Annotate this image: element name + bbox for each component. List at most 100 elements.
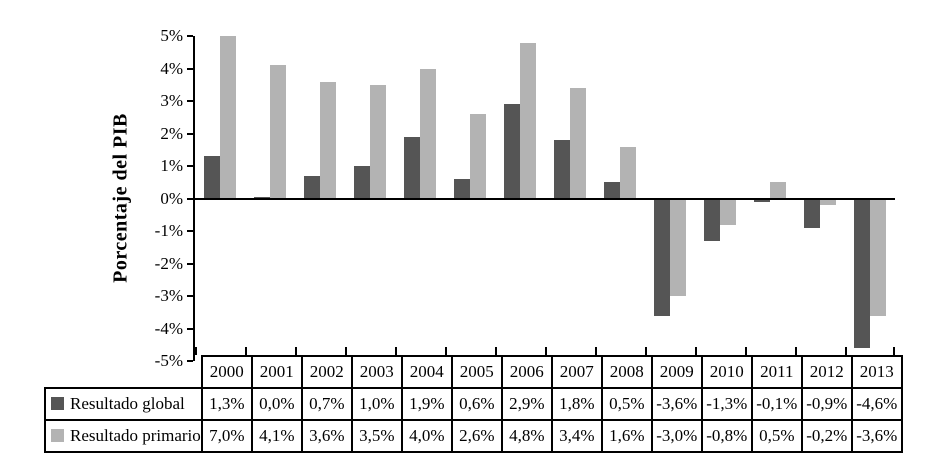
series-name: Resultado global: [70, 394, 185, 413]
bar-resultado-primario-2013: [870, 198, 886, 316]
year-cell: 2013: [850, 355, 903, 389]
y-axis-tick: [187, 100, 193, 102]
value-cell: 4,0%: [400, 419, 453, 453]
x-axis-tick: [295, 347, 297, 355]
x-axis-tick: [845, 347, 847, 355]
value-cell: 2,6%: [450, 419, 503, 453]
x-axis-tick: [695, 347, 697, 355]
y-axis-label: -1%: [154, 221, 183, 240]
value-cell: -0,8%: [700, 419, 753, 453]
bar-resultado-primario-2003: [370, 84, 386, 199]
value-cell: -3,6%: [650, 387, 703, 421]
y-axis-label: 3%: [160, 91, 183, 110]
legend-key-global: [51, 397, 64, 410]
year-cell: 2010: [700, 355, 753, 389]
year-cell: 2001: [250, 355, 303, 389]
bar-resultado-primario-2009: [670, 198, 686, 296]
x-axis-tick: [645, 347, 647, 355]
y-axis-tick: [187, 197, 193, 200]
value-cell: 1,9%: [400, 387, 453, 421]
series-name: Resultado primario: [70, 426, 201, 445]
bar-resultado-primario-2007: [570, 88, 586, 199]
bar-resultado-global-2013: [854, 198, 870, 348]
y-axis-tick: [187, 230, 193, 232]
value-cell: 0,0%: [250, 387, 303, 421]
x-axis-tick: [595, 347, 597, 355]
x-axis-tick: [245, 347, 247, 355]
series-label-cell: Resultado global: [44, 387, 203, 421]
y-axis-label: -5%: [154, 351, 183, 370]
x-axis-tick: [893, 347, 895, 355]
bar-resultado-primario-2001: [270, 65, 286, 199]
value-cell: 2,9%: [500, 387, 553, 421]
y-axis-label: 2%: [160, 123, 183, 143]
x-axis-tick: [445, 347, 447, 355]
bar-resultado-global-2008: [604, 182, 620, 199]
value-cell: 0,6%: [450, 387, 503, 421]
bar-resultado-global-2007: [554, 140, 570, 199]
table-row-years: 2000 2001 2002 2003 2004 2005 2006 2007 2008 2009…: [45, 355, 903, 389]
value-cell: -0,2%: [800, 419, 853, 453]
y-axis-label: -2%: [154, 253, 183, 273]
x-axis-tick: [395, 347, 397, 355]
value-cell: -0,9%: [800, 387, 853, 421]
y-axis-label: 5%: [160, 26, 183, 45]
bar-resultado-global-2010: [704, 198, 720, 241]
x-axis-tick: [195, 347, 197, 355]
year-cell: 2005: [450, 355, 503, 389]
bar-resultado-primario-2011: [770, 182, 786, 199]
x-axis-tick: [495, 347, 497, 355]
y-axis-line: [193, 36, 195, 361]
value-cell: 3,6%: [300, 419, 353, 453]
year-cell: 2009: [650, 355, 703, 389]
year-cell: 2006: [500, 355, 553, 389]
y-axis-label: 0%: [160, 188, 183, 208]
bar-resultado-global-2003: [354, 166, 370, 199]
data-table: 2000 2001 2002 2003 2004 2005 2006 2007 2008 2009…: [44, 355, 903, 453]
value-cell: 3,5%: [350, 419, 403, 453]
x-axis-tick: [745, 347, 747, 355]
y-axis-tick: [187, 67, 193, 70]
x-axis-tick: [795, 347, 797, 355]
y-axis-label: 4%: [160, 58, 183, 78]
y-axis-tick: [187, 327, 193, 330]
table-corner-blank: [45, 356, 202, 388]
x-axis-tick: [345, 347, 347, 355]
value-cell: -3,6%: [850, 419, 903, 453]
bar-resultado-primario-2004: [420, 68, 436, 199]
value-cell: 1,6%: [600, 419, 653, 453]
value-cell: -0,1%: [750, 387, 803, 421]
bar-resultado-global-2012: [804, 198, 820, 228]
value-cell: 3,4%: [550, 419, 603, 453]
value-cell: 1,8%: [550, 387, 603, 421]
bar-resultado-primario-2005: [470, 114, 486, 199]
value-cell: 1,3%: [200, 387, 253, 421]
y-axis-label: 1%: [160, 156, 183, 175]
x-axis-tick: [545, 347, 547, 355]
value-cell: 4,8%: [500, 419, 553, 453]
year-cell: 2000: [200, 355, 253, 389]
value-cell: 7,0%: [200, 419, 253, 453]
y-axis-tick: [187, 165, 193, 167]
bar-resultado-primario-2012: [820, 198, 836, 205]
bar-resultado-primario-2010: [720, 198, 736, 225]
table-row-resultado-global: Resultado global 1,3% 0,0% 0,7% 1,0% 1,9% 0,6%…: [44, 387, 903, 421]
y-axis-tick: [187, 132, 193, 135]
year-cell: 2007: [550, 355, 603, 389]
y-axis-label: -4%: [154, 318, 183, 338]
value-cell: -3,0%: [650, 419, 703, 453]
bar-resultado-primario-2002: [320, 81, 336, 199]
legend-key-primario: [51, 429, 64, 442]
year-cell: 2012: [800, 355, 853, 389]
value-cell: 1,0%: [350, 387, 403, 421]
year-cell: 2011: [750, 355, 803, 389]
series-label-cell: Resultado primario: [44, 419, 203, 453]
table-row-resultado-primario: Resultado primario 7,0% 4,1% 3,6% 3,5% 4,0% 2,…: [44, 419, 903, 453]
bar-resultado-global-2002: [304, 175, 320, 199]
bar-resultado-global-2000: [204, 156, 220, 199]
bar-resultado-primario-2000: [220, 36, 236, 199]
y-axis-tick: [187, 262, 193, 265]
zero-axis-line: [195, 197, 895, 200]
value-cell: 0,7%: [300, 387, 353, 421]
